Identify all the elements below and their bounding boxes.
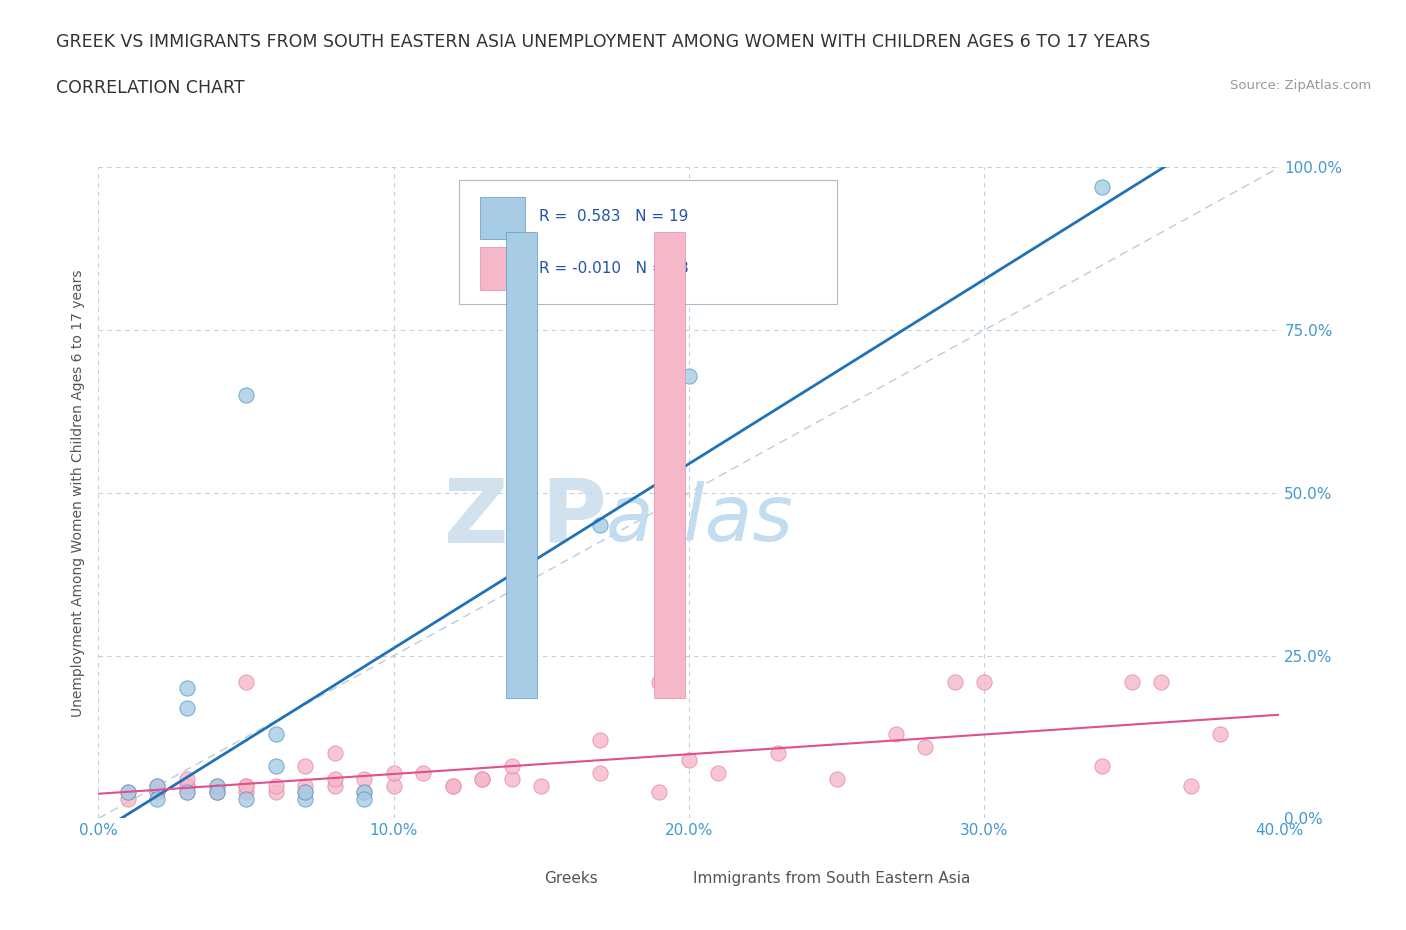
- Text: CORRELATION CHART: CORRELATION CHART: [56, 79, 245, 97]
- Point: [235, 791, 257, 806]
- Point: [501, 772, 523, 787]
- Point: [501, 759, 523, 774]
- Point: [412, 765, 434, 780]
- Point: [205, 785, 228, 800]
- Point: [176, 778, 198, 793]
- Point: [1091, 759, 1114, 774]
- Point: [353, 791, 375, 806]
- Point: [176, 772, 198, 787]
- Point: [117, 785, 139, 800]
- Point: [353, 785, 375, 800]
- Point: [648, 785, 671, 800]
- Text: ZIP: ZIP: [443, 475, 606, 563]
- Point: [176, 785, 198, 800]
- Point: [176, 778, 198, 793]
- Point: [973, 674, 995, 689]
- Point: [589, 765, 612, 780]
- Text: R = -0.010   N = 53: R = -0.010 N = 53: [538, 260, 689, 276]
- Point: [914, 739, 936, 754]
- Point: [766, 746, 789, 761]
- Point: [353, 785, 375, 800]
- Point: [707, 765, 730, 780]
- Point: [589, 518, 612, 533]
- Bar: [458, 180, 837, 304]
- Point: [471, 772, 494, 787]
- Point: [294, 778, 316, 793]
- Text: Greeks: Greeks: [544, 871, 598, 886]
- Point: [146, 778, 169, 793]
- Point: [235, 778, 257, 793]
- Point: [205, 785, 228, 800]
- Point: [294, 785, 316, 800]
- Text: Source: ZipAtlas.com: Source: ZipAtlas.com: [1230, 79, 1371, 92]
- Point: [146, 791, 169, 806]
- Point: [176, 700, 198, 715]
- Point: [323, 772, 346, 787]
- Bar: [479, 247, 524, 290]
- Point: [294, 785, 316, 800]
- Text: Immigrants from South Eastern Asia: Immigrants from South Eastern Asia: [693, 871, 970, 886]
- Point: [235, 388, 257, 403]
- Point: [382, 778, 405, 793]
- Point: [382, 765, 405, 780]
- Point: [205, 785, 228, 800]
- Point: [1150, 674, 1173, 689]
- Point: [353, 772, 375, 787]
- Point: [1180, 778, 1202, 793]
- Point: [884, 726, 907, 741]
- Point: [264, 726, 287, 741]
- Point: [117, 791, 139, 806]
- Point: [323, 746, 346, 761]
- Point: [205, 778, 228, 793]
- Point: [441, 778, 464, 793]
- Point: [176, 785, 198, 800]
- Y-axis label: Unemployment Among Women with Children Ages 6 to 17 years: Unemployment Among Women with Children A…: [72, 269, 86, 717]
- Point: [1091, 179, 1114, 194]
- Point: [1209, 726, 1232, 741]
- Point: [678, 752, 700, 767]
- Point: [1121, 674, 1143, 689]
- Point: [264, 778, 287, 793]
- Point: [176, 681, 198, 696]
- Point: [264, 785, 287, 800]
- Point: [589, 733, 612, 748]
- Point: [146, 785, 169, 800]
- Point: [205, 778, 228, 793]
- Point: [648, 674, 671, 689]
- Point: [294, 759, 316, 774]
- Point: [264, 759, 287, 774]
- Text: R =  0.583   N = 19: R = 0.583 N = 19: [538, 208, 689, 224]
- Point: [441, 778, 464, 793]
- Point: [825, 772, 848, 787]
- Point: [235, 785, 257, 800]
- Text: GREEK VS IMMIGRANTS FROM SOUTH EASTERN ASIA UNEMPLOYMENT AMONG WOMEN WITH CHILDR: GREEK VS IMMIGRANTS FROM SOUTH EASTERN A…: [56, 33, 1150, 50]
- Point: [323, 778, 346, 793]
- Text: atlas: atlas: [606, 481, 794, 557]
- Point: [235, 674, 257, 689]
- Point: [471, 772, 494, 787]
- Point: [117, 785, 139, 800]
- Bar: [479, 197, 524, 239]
- Point: [146, 785, 169, 800]
- Point: [146, 778, 169, 793]
- Point: [678, 368, 700, 383]
- Point: [943, 674, 966, 689]
- Point: [530, 778, 553, 793]
- Point: [294, 791, 316, 806]
- Point: [235, 778, 257, 793]
